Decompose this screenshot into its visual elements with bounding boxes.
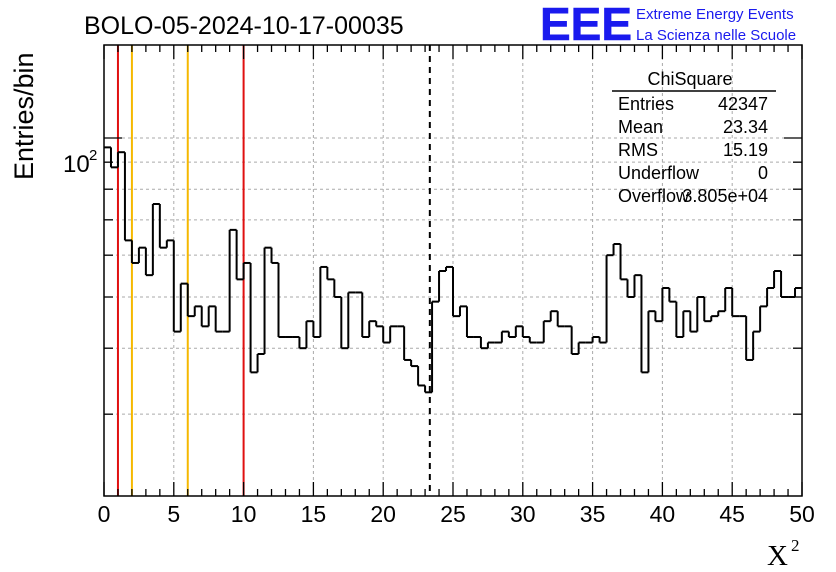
stats-row-label: RMS bbox=[618, 140, 658, 160]
x-axis-label: X 2 bbox=[767, 536, 800, 572]
x-tick-label: 10 bbox=[231, 501, 257, 527]
x-tick-label: 30 bbox=[510, 501, 536, 527]
logo-line-2: La Scienza nelle Scuole bbox=[636, 27, 796, 44]
x-tick-label: 40 bbox=[650, 501, 676, 527]
y-tick-exp: 2 bbox=[89, 147, 97, 164]
logo-mark: EEE bbox=[540, 0, 632, 50]
y-tick-label-100: 10 2 bbox=[63, 147, 97, 178]
stats-row-label: Underflow bbox=[618, 163, 700, 183]
stats-row-value: 0 bbox=[758, 163, 768, 183]
stats-row-value: 3.805e+04 bbox=[682, 186, 768, 206]
x-tick-label: 45 bbox=[719, 501, 745, 527]
stats-box: ChiSquare Entries 42347 Mean 23.34 RMS 15.19 U… bbox=[612, 69, 776, 206]
stats-row-label: Overflow bbox=[618, 186, 690, 206]
histogram-bins bbox=[104, 146, 802, 394]
x-tick-label: 50 bbox=[789, 501, 815, 527]
stats-title: ChiSquare bbox=[647, 69, 732, 89]
stats-row-label: Mean bbox=[618, 117, 663, 137]
x-tick-label: 25 bbox=[440, 501, 466, 527]
grid-lines bbox=[104, 45, 802, 496]
x-axis-ticks: 0 5 10 15 20 25 30 35 40 45 50 bbox=[98, 501, 815, 527]
x-tick-label: 5 bbox=[167, 501, 180, 527]
y-tick-base: 10 bbox=[63, 151, 90, 178]
chart-title: BOLO-05-2024-10-17-00035 bbox=[84, 12, 404, 40]
stats-row-label: Entries bbox=[618, 94, 674, 114]
x-axis-label-base: X bbox=[767, 540, 788, 572]
x-tick-label: 0 bbox=[98, 501, 111, 527]
stats-row-value: 42347 bbox=[718, 94, 768, 114]
eee-logo: EEE Extreme Energy Events La Scienza nel… bbox=[540, 0, 796, 50]
logo-line-1: Extreme Energy Events bbox=[636, 6, 794, 23]
y-axis-label: Entries/bin bbox=[9, 52, 39, 180]
x-tick-label: 35 bbox=[580, 501, 606, 527]
x-axis-label-sup: 2 bbox=[791, 536, 800, 555]
plot-frame bbox=[103, 44, 803, 497]
stats-row-value: 15.19 bbox=[723, 140, 768, 160]
x-tick-label: 20 bbox=[370, 501, 396, 527]
x-tick-label: 15 bbox=[301, 501, 327, 527]
stats-row-value: 23.34 bbox=[723, 117, 768, 137]
